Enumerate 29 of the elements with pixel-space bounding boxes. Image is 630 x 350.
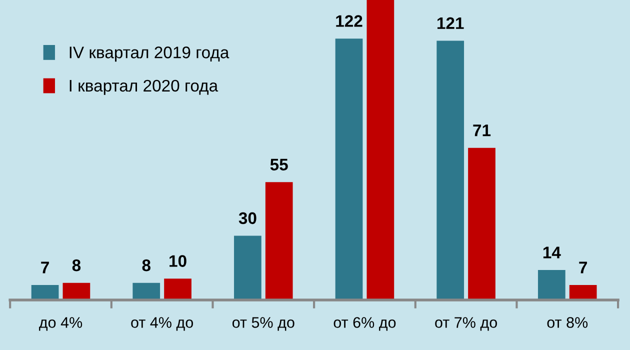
x-tick-label: от 4% до [131, 317, 193, 331]
bar [569, 285, 597, 300]
x-tick-label: от 6% до [334, 317, 396, 331]
data-label: 10 [170, 255, 186, 267]
bar [366, 0, 394, 300]
bar [132, 282, 160, 300]
data-label: 14 [543, 246, 561, 258]
bar [234, 236, 262, 300]
bar [164, 278, 192, 300]
bar [436, 40, 464, 300]
data-label: 30 [238, 212, 256, 224]
data-label: 8 [72, 259, 81, 272]
x-tick-label: от 8% [547, 317, 588, 328]
x-tick-label: от 7% до [435, 317, 497, 331]
data-label: 55 [270, 158, 288, 171]
bar [335, 38, 363, 300]
data-label: 71 [473, 124, 491, 136]
data-label: 121 [437, 17, 464, 29]
bar [265, 182, 293, 300]
legend-label: I квартал 2020 года [70, 80, 218, 95]
x-tick-label: от 5% до [232, 317, 294, 331]
bar [468, 148, 496, 300]
data-label: 7 [579, 262, 587, 274]
data-label: 8 [142, 259, 150, 272]
data-label: 122 [336, 15, 362, 27]
legend-label: IV квартал 2019 года [70, 46, 230, 62]
x-tick-label: до 4% [39, 317, 82, 331]
data-label: 7 [41, 262, 49, 274]
bar [538, 270, 566, 300]
